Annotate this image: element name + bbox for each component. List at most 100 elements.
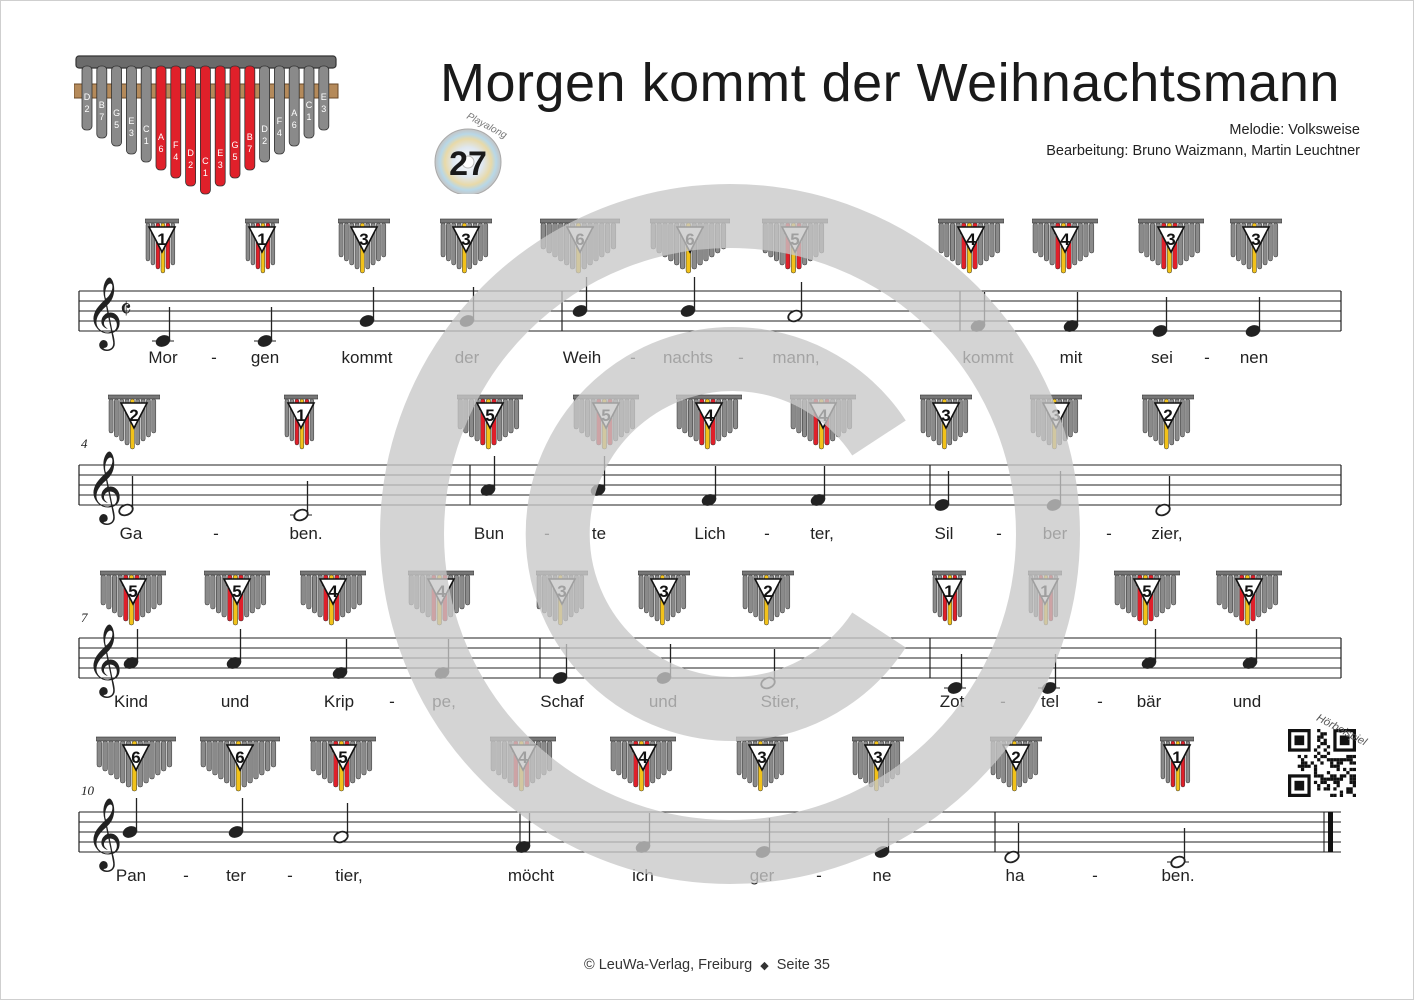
kalimba-tab-icon: 4 xyxy=(676,394,742,450)
tab-number: 2 xyxy=(763,582,772,601)
kalimba-tab-icon: 6 xyxy=(200,736,280,792)
note xyxy=(1141,629,1157,669)
kalimba-tine-letter: E xyxy=(128,116,134,126)
lyric-syllable: Schaf xyxy=(540,692,584,711)
kalimba-tab-icon: 1 xyxy=(1028,570,1062,626)
kalimba-tab-icon: 4 xyxy=(1032,218,1098,274)
kalimba-tine-number: 7 xyxy=(99,112,104,122)
lyric-hyphen: - xyxy=(1000,692,1006,711)
kalimba-tab-icon: 3 xyxy=(736,736,788,792)
note xyxy=(874,818,890,858)
kalimba-tab-icon: 4 xyxy=(790,394,856,450)
tab-number: 3 xyxy=(461,230,470,249)
tab-number: 4 xyxy=(966,230,976,249)
tab-number: 4 xyxy=(638,748,648,767)
note xyxy=(480,456,496,496)
lyric-syllable: kommt xyxy=(341,348,393,367)
note xyxy=(228,798,244,838)
kalimba-tab-icon: 3 xyxy=(1230,218,1282,274)
lyric-hyphen: - xyxy=(764,524,770,543)
lyric-syllable: nen xyxy=(1239,348,1269,367)
tab-number: 5 xyxy=(232,582,241,601)
kalimba-tab-icon: 2 xyxy=(742,570,794,626)
staff-system: 𝄞 xyxy=(78,622,1342,698)
kalimba-tab-icon: 5 xyxy=(573,394,639,450)
lyric-syllable: Weih xyxy=(562,348,602,367)
kalimba-tine-letter: D xyxy=(84,92,91,102)
kalimba-tine-letter: D xyxy=(261,124,268,134)
kalimba-tab-icon: 6 xyxy=(540,218,620,274)
lyric-syllable: ben. xyxy=(1161,866,1195,885)
note xyxy=(1152,297,1168,337)
playalong-number: 27 xyxy=(449,145,487,183)
tab-number: 3 xyxy=(941,406,950,425)
tab-number: 2 xyxy=(1011,748,1020,767)
kalimba-tine-number: 6 xyxy=(292,120,297,130)
cut-time-icon: 𝄵 xyxy=(120,295,132,325)
note xyxy=(1245,297,1261,337)
lyric-syllable: möcht xyxy=(507,866,555,885)
tab-number: 4 xyxy=(328,582,338,601)
kalimba-tine-number: 3 xyxy=(218,160,223,170)
tab-number: 4 xyxy=(518,748,528,767)
tab-number: 1 xyxy=(257,230,266,249)
kalimba-tine-letter: D xyxy=(187,148,194,158)
tab-number: 5 xyxy=(1142,582,1151,601)
lyric-syllable: te xyxy=(591,524,607,543)
note xyxy=(1155,476,1171,517)
note xyxy=(118,476,134,517)
tab-number: 3 xyxy=(873,748,882,767)
lyric-hyphen: - xyxy=(630,348,636,367)
kalimba-tine-number: 2 xyxy=(188,160,193,170)
note xyxy=(701,466,717,506)
kalimba-tine-number: 3 xyxy=(129,128,134,138)
kalimba-tab-icon: 3 xyxy=(638,570,690,626)
kalimba-tine-number: 5 xyxy=(232,152,237,162)
lyric-syllable: Lich xyxy=(694,524,726,543)
lyric-syllable: Bun xyxy=(473,524,505,543)
note xyxy=(755,818,771,858)
lyric-syllable: und xyxy=(220,692,250,711)
treble-clef-icon: 𝄞 xyxy=(86,796,123,872)
kalimba-tab-icon: 4 xyxy=(300,570,366,626)
tab-number: 6 xyxy=(131,748,140,767)
note xyxy=(810,466,826,506)
page-number: Seite 35 xyxy=(776,957,830,973)
lyric-syllable: Zot xyxy=(939,692,965,711)
kalimba-tab-icon: 5 xyxy=(1114,570,1180,626)
kalimba-tine-number: 1 xyxy=(306,112,311,122)
kalimba-tab-icon: 2 xyxy=(1142,394,1194,450)
tab-number: 5 xyxy=(338,748,347,767)
kalimba-tab-icon: 3 xyxy=(852,736,904,792)
kalimba-tab-icon: 5 xyxy=(457,394,523,450)
note xyxy=(944,654,966,694)
note xyxy=(572,277,588,317)
note xyxy=(332,639,348,679)
measure-number-10: 10 xyxy=(81,783,94,798)
qr-code[interactable] xyxy=(1288,729,1356,797)
note xyxy=(254,307,276,347)
note xyxy=(1242,629,1258,669)
kalimba-tab-icon: 1 xyxy=(145,218,179,274)
lyric-syllable: der xyxy=(454,348,480,367)
kalimba-tab-icon: 4 xyxy=(408,570,474,626)
note xyxy=(970,292,986,332)
lyric-hyphen: - xyxy=(183,866,189,885)
credits: Melodie: Volksweise Bearbeitung: Bruno W… xyxy=(1046,120,1360,162)
lyric-syllable: und xyxy=(648,692,678,711)
kalimba-tab-icon: 1 xyxy=(284,394,318,450)
lyric-syllable: sei xyxy=(1151,348,1173,367)
tab-number: 1 xyxy=(1172,748,1181,767)
note xyxy=(1004,823,1020,864)
kalimba-tab-icon: 1 xyxy=(245,218,279,274)
lyric-syllable: mann, xyxy=(772,348,820,367)
tab-number: 4 xyxy=(818,406,828,425)
tab-number: 1 xyxy=(1040,582,1049,601)
kalimba-tine-number: 4 xyxy=(277,128,282,138)
lyric-syllable: pe, xyxy=(432,692,456,711)
measure-number-4: 4 xyxy=(81,436,88,451)
kalimba-tine-letter: E xyxy=(321,92,327,102)
lyric-syllable: ich xyxy=(632,866,654,885)
lyric-syllable: Krip xyxy=(323,692,355,711)
kalimba-tine-number: 4 xyxy=(173,152,178,162)
